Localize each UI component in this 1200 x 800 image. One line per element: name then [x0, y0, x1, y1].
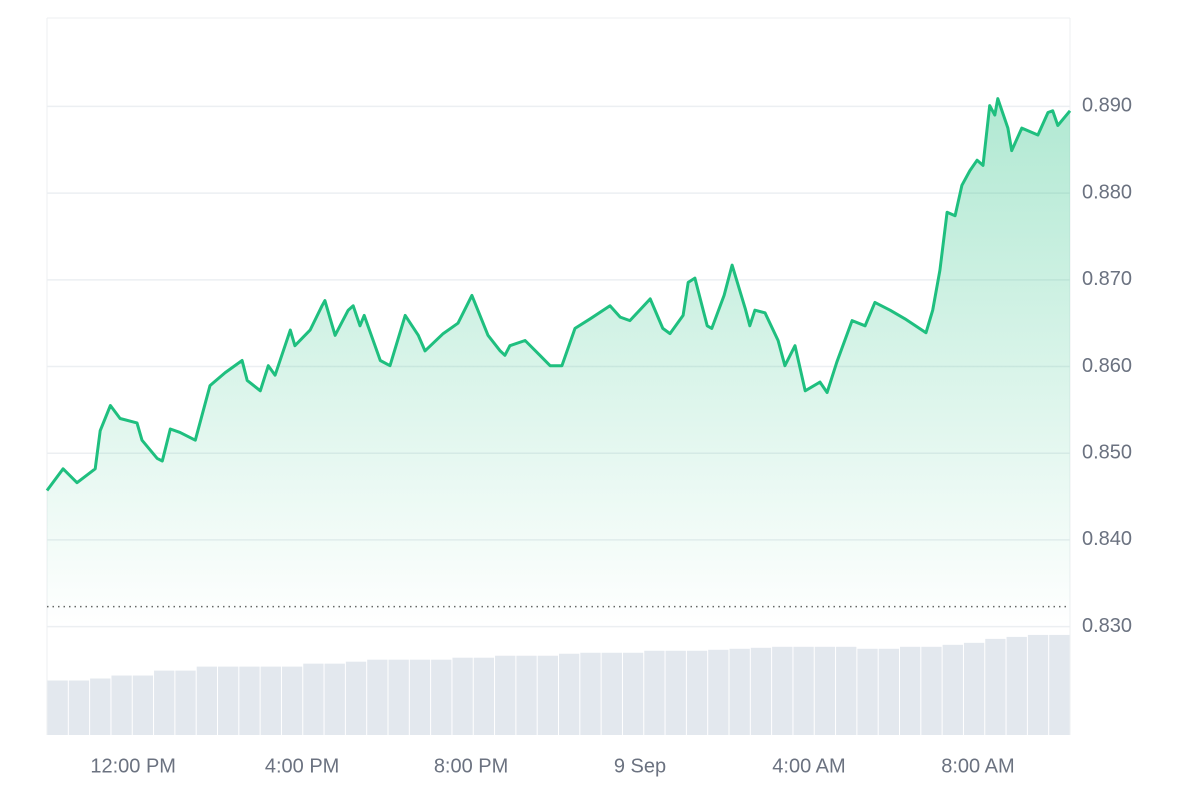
volume-bar: [473, 657, 495, 735]
volume-bar: [452, 657, 473, 735]
volume-bar: [132, 675, 154, 735]
x-tick-label: 4:00 AM: [772, 755, 845, 777]
volume-bar: [708, 649, 729, 735]
volume-bar: [303, 663, 324, 735]
volume-bar: [260, 666, 281, 735]
x-tick-label: 8:00 PM: [434, 755, 508, 777]
volume-bar: [68, 680, 90, 735]
volume-bar: [345, 661, 367, 735]
volume-bar: [196, 666, 217, 735]
y-tick-label: 0.850: [1082, 442, 1132, 464]
volume-bar: [601, 652, 622, 735]
volume-bar: [1049, 634, 1070, 735]
volume-bar: [281, 666, 303, 735]
volume-bar: [942, 644, 963, 735]
volume-bar: [175, 670, 196, 735]
y-tick-label: 0.880: [1082, 181, 1132, 203]
volume-bar: [409, 659, 431, 735]
volume-bar: [985, 638, 1006, 735]
volume-bar: [580, 652, 601, 735]
volume-bar: [665, 650, 686, 735]
volume-bar: [559, 653, 580, 735]
volume-bar: [921, 646, 942, 735]
x-tick-label: 9 Sep: [614, 755, 666, 777]
volume-bar: [793, 646, 814, 735]
volume-bar: [772, 646, 793, 735]
volume-bar: [1006, 636, 1027, 735]
volume-bar: [516, 655, 537, 735]
y-tick-label: 0.890: [1082, 95, 1132, 117]
x-tick-label: 8:00 AM: [941, 755, 1014, 777]
x-tick-label: 12:00 PM: [90, 755, 176, 777]
area: [47, 98, 1070, 627]
volume-bar: [836, 646, 857, 735]
volume-bar: [388, 659, 409, 735]
volume-bar: [324, 663, 345, 735]
volume-bar: [857, 648, 878, 735]
y-tick-label: 0.840: [1082, 528, 1132, 550]
volume-bar: [537, 655, 558, 735]
volume-bar: [1027, 634, 1049, 735]
volume-bar: [686, 650, 708, 735]
price-line: [45, 97, 1072, 492]
volume-bar: [814, 646, 836, 735]
volume-bar: [644, 650, 665, 735]
y-tick-label: 0.870: [1082, 268, 1132, 290]
volume-bar: [963, 642, 985, 735]
volume-bar: [495, 655, 516, 735]
volume-bar: [878, 648, 899, 735]
volume-bar: [239, 666, 260, 735]
volume-bar: [729, 648, 750, 735]
volume-bar: [367, 659, 388, 735]
volume-bar: [900, 646, 921, 735]
volume-bar: [111, 675, 132, 735]
y-tick-label: 0.830: [1082, 615, 1132, 637]
volume-bar: [90, 678, 111, 735]
volume-bar: [750, 647, 772, 735]
volume-bar: [218, 666, 239, 735]
x-tick-label: 4:00 PM: [265, 755, 339, 777]
volume-bar: [47, 680, 68, 735]
volume-bar: [431, 659, 452, 735]
volume-bar: [622, 652, 644, 735]
y-tick-label: 0.860: [1082, 355, 1132, 377]
volume-bar: [154, 670, 175, 735]
